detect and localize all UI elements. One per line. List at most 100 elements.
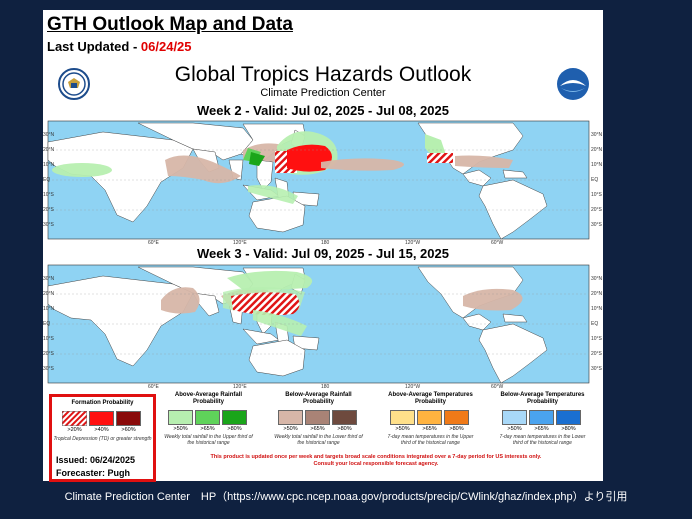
w2-lon-120e: 120°E: [233, 240, 247, 246]
map-title: Global Tropics Hazards Outlook: [174, 63, 472, 86]
w3-lat-20n: 20°N: [43, 291, 55, 297]
w2-lat-r-10s: 10°S: [591, 192, 602, 198]
below-rain-pct-65: >65%: [310, 426, 325, 432]
w3-lat-r-30s: 30°S: [591, 366, 602, 372]
w2-lon-120w: 120°W: [405, 240, 421, 246]
w2-lat-10s: 10°S: [43, 192, 54, 198]
below-rain-pct-50: >50%: [283, 426, 298, 432]
w3-lat-r-10s: 10°S: [591, 336, 602, 342]
w2-lat-eq: EQ: [43, 177, 51, 183]
w2-formation-40: [287, 144, 332, 172]
w3-lat-r-eq: EQ: [591, 321, 599, 327]
w2-lat-r-30s: 30°S: [591, 222, 602, 228]
week2-map: [47, 120, 590, 240]
w3-lon-120e: 120°E: [233, 384, 247, 390]
w2-rain-above-maritime: [248, 185, 298, 204]
below-temp-pct-80: >80%: [561, 426, 576, 432]
w3-lat-eq: EQ: [43, 321, 51, 327]
week3-title: Week 3 - Valid: Jul 09, 2025 - Jul 15, 2…: [197, 246, 449, 261]
above-temp-swatch-80: [444, 410, 469, 425]
formation-pct-60: >60%: [121, 427, 136, 433]
w2-lat-r-30n: 30°N: [591, 132, 603, 138]
formation-pct-20: >20%: [67, 427, 82, 433]
w2-rain-below-india: [165, 155, 241, 184]
w2-rain-below-epac: [455, 155, 513, 168]
w2-rain-above-africa: [52, 163, 112, 177]
outlook-panel: GTH Outlook Map and Data Last Updated - …: [43, 10, 603, 482]
commerce-seal-icon: [58, 68, 90, 100]
legend-area: Above-Average Rainfall Probability >50% …: [43, 392, 603, 481]
above-temp-pct-65: >65%: [422, 426, 437, 432]
below-rain-swatch-65: [305, 410, 330, 425]
page-title: GTH Outlook Map and Data: [47, 14, 293, 35]
above-rain-desc: Weekly total rainfall in the Upper third…: [164, 434, 253, 446]
formation-swatch-20: [62, 411, 87, 426]
w2-lat-10n: 10°N: [43, 162, 55, 168]
hazard-maps: [47, 120, 590, 384]
w2-formation-20-epac: [427, 153, 453, 163]
w3-rain-above-china: [227, 270, 313, 290]
last-updated-date: 06/24/25: [140, 39, 192, 54]
above-temp-pct-80: >80%: [449, 426, 464, 432]
above-temp-pct-50: >50%: [395, 426, 410, 432]
formation-swatch-60: [116, 411, 141, 426]
w2-rain-above-strong: [249, 152, 265, 166]
map-subtitle: Climate Prediction Center: [260, 87, 386, 99]
noaa-logo-icon: [557, 68, 589, 100]
above-rain-pct-65: >65%: [200, 426, 215, 432]
below-temp-title: Below-Average Temperatures Probability: [500, 392, 585, 405]
w3-lat-30s: 30°S: [43, 366, 54, 372]
w3-rain-above-maritime: [253, 310, 307, 336]
w3-lat-20s: 20°S: [43, 351, 54, 357]
update-notice-line1: This product is updated once per week an…: [210, 454, 542, 460]
above-temp-legend: Above-Average Temperatures Probability >…: [383, 392, 478, 446]
update-notice-line2: Consult your local responsible forecast …: [313, 461, 439, 467]
below-rain-swatch-50: [278, 410, 303, 425]
w2-lat-r-eq: EQ: [591, 177, 599, 183]
formation-legend: Formation Probability >20% >40% >60% Tro…: [52, 397, 153, 442]
w2-lat-30s: 30°S: [43, 222, 54, 228]
below-temp-pct-50: >50%: [507, 426, 522, 432]
formation-desc: Tropical Depression (TD) or greater stre…: [53, 436, 152, 442]
formation-swatches: [62, 411, 142, 426]
above-temp-title: Above-Average Temperatures Probability: [388, 392, 473, 405]
above-rain-swatch-65: [195, 410, 220, 425]
below-temp-legend: Below-Average Temperatures Probability >…: [495, 392, 590, 446]
below-temp-desc: 7-day mean temperatures in the Lower thi…: [499, 434, 586, 446]
above-rain-title: Above-Average Rainfall Probability: [174, 392, 243, 405]
w2-lat-r-20n: 20°N: [591, 147, 603, 153]
above-rain-pct-50: >50%: [173, 426, 188, 432]
last-updated-label: Last Updated -: [47, 39, 141, 54]
w3-lat-r-10n: 10°N: [591, 306, 603, 312]
w3-lat-r-20n: 20°N: [591, 291, 603, 297]
formation-legend-title: Formation Probability: [71, 400, 134, 406]
above-rain-swatch-80: [222, 410, 247, 425]
formation-legend-box: Formation Probability >20% >40% >60% Tro…: [49, 394, 156, 482]
w3-lon-60w: 60°W: [491, 384, 504, 390]
w3-rain-below-epac: [463, 288, 523, 311]
below-rain-title: Below-Average Rainfall Probability: [285, 392, 352, 405]
w3-lat-r-30n: 30°N: [591, 276, 603, 282]
week2-hazards: [52, 131, 513, 204]
w2-lat-r-10n: 10°N: [591, 162, 603, 168]
below-rain-pct-80: >80%: [337, 426, 352, 432]
below-temp-swatch-50: [502, 410, 527, 425]
last-updated: Last Updated - 06/24/25: [47, 39, 192, 54]
w3-lon-180: 180: [321, 384, 330, 390]
formation-swatch-40: [89, 411, 114, 426]
update-notice: This product is updated once per week an…: [151, 454, 601, 468]
below-temp-swatches: [502, 410, 582, 425]
w3-lon-120w: 120°W: [405, 384, 421, 390]
w2-lon-60e: 60°E: [148, 240, 159, 246]
forecaster: Forecaster: Pugh: [56, 468, 131, 478]
w3-formation-20: [231, 292, 300, 316]
issued-date: Issued: 06/24/2025: [56, 455, 136, 465]
w2-lat-30n: 30°N: [43, 132, 55, 138]
w3-lon-60e: 60°E: [148, 384, 159, 390]
above-temp-swatch-65: [417, 410, 442, 425]
above-rain-pct-80: >80%: [227, 426, 242, 432]
above-temp-swatches: [390, 410, 470, 425]
below-rain-desc: Weekly total rainfall in the Lower third…: [274, 434, 363, 446]
below-rain-swatch-80: [332, 410, 357, 425]
w3-lat-r-20s: 20°S: [591, 351, 602, 357]
